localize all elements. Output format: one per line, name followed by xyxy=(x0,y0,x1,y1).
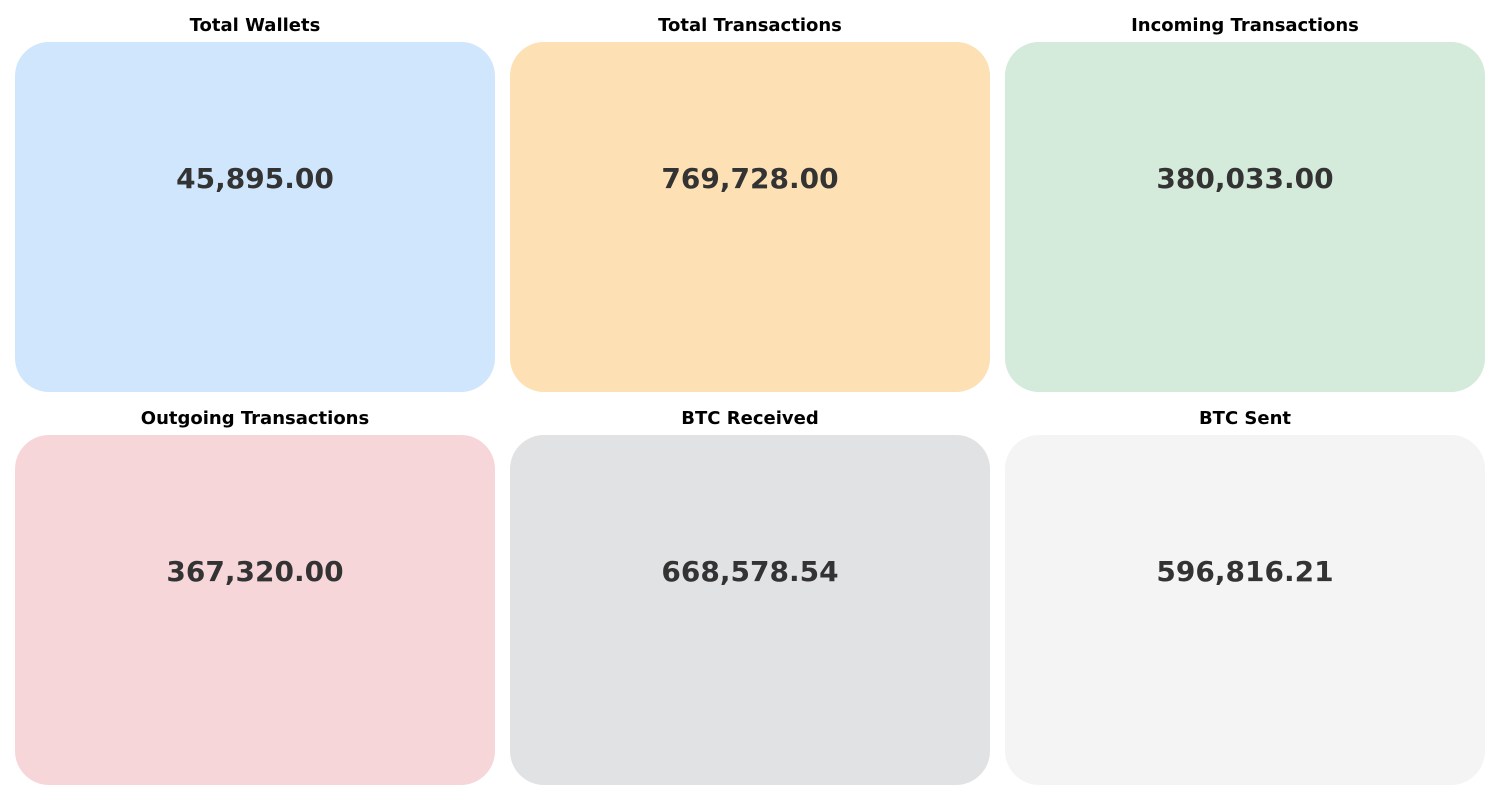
kpi-title: Total Wallets xyxy=(189,15,321,36)
kpi-value: 45,895.00 xyxy=(176,162,334,195)
kpi-card: 596,816.21 xyxy=(1005,435,1485,785)
kpi-card: 769,728.00 xyxy=(510,42,990,392)
kpi-title: Incoming Transactions xyxy=(1131,15,1359,36)
kpi-card: 367,320.00 xyxy=(15,435,495,785)
kpi-title: Total Transactions xyxy=(658,15,842,36)
kpi-value: 367,320.00 xyxy=(166,555,344,588)
kpi-card: 380,033.00 xyxy=(1005,42,1485,392)
kpi-card: 668,578.54 xyxy=(510,435,990,785)
kpi-value: 596,816.21 xyxy=(1156,555,1334,588)
kpi-title: BTC Sent xyxy=(1198,408,1292,429)
kpi-title: Outgoing Transactions xyxy=(140,408,370,429)
kpi-value: 668,578.54 xyxy=(661,555,839,588)
kpi-title: BTC Received xyxy=(681,408,819,429)
kpi-value: 380,033.00 xyxy=(1156,162,1334,195)
kpi-value: 769,728.00 xyxy=(661,162,839,195)
kpi-card: 45,895.00 xyxy=(15,42,495,392)
